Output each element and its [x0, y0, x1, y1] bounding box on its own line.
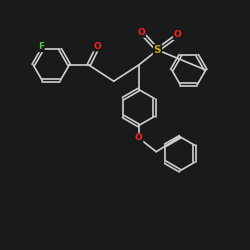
Text: O: O — [138, 28, 145, 37]
Text: S: S — [154, 45, 161, 55]
Text: O: O — [174, 30, 182, 40]
Text: O: O — [135, 134, 142, 142]
Text: F: F — [38, 42, 44, 51]
Text: O: O — [94, 42, 102, 51]
